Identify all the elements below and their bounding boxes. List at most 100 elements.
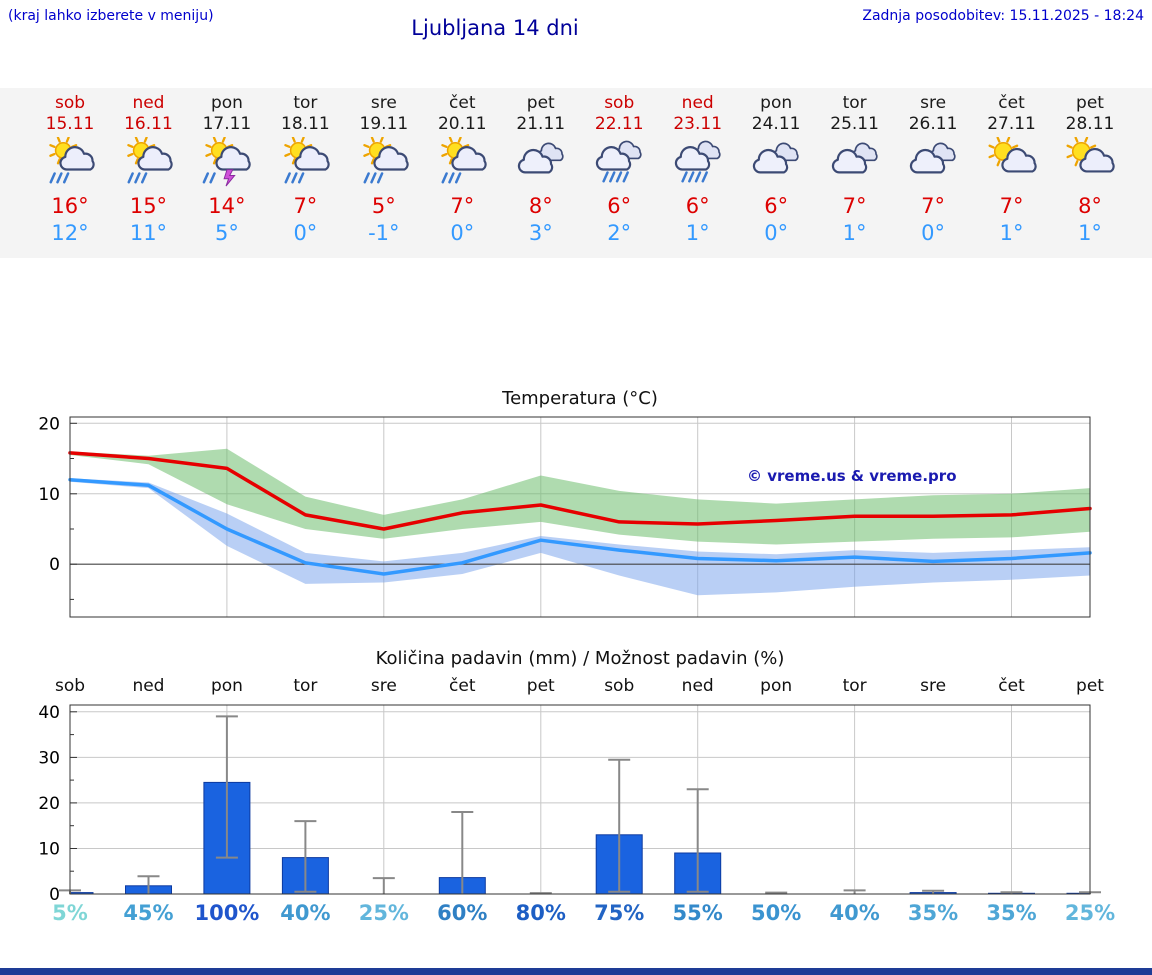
day-name: pet — [1076, 93, 1104, 113]
svg-text:0: 0 — [49, 555, 60, 575]
max-temp: 7° — [842, 194, 867, 218]
max-temp: 6° — [685, 194, 710, 218]
day-date: 26.11 — [908, 114, 958, 134]
svg-text:20: 20 — [38, 414, 60, 434]
day-date: 18.11 — [281, 114, 330, 134]
max-temp: 6° — [764, 194, 789, 218]
min-temp: 3° — [528, 221, 553, 245]
day-cell[interactable]: sob 15.11 16° 12° — [26, 93, 114, 246]
day-cell[interactable]: sre 19.11 5° -1° — [340, 93, 428, 246]
max-temp: 7° — [450, 194, 475, 218]
precip-probability: 40% — [280, 901, 331, 925]
page-title: Ljubljana 14 dni — [411, 16, 579, 40]
day-cell[interactable]: čet 20.11 7° 0° — [418, 93, 506, 246]
precip-day-label: čet — [998, 676, 1025, 696]
min-temp: 0° — [921, 221, 945, 245]
min-temp: 1° — [999, 221, 1024, 245]
precip-probability: 35% — [986, 901, 1037, 925]
forecast-day-strip: sob 15.11 16° 12° ned 16.11 15° 11° pon 17.11 14° 5… — [0, 88, 1152, 258]
day-cell[interactable]: sre 26.11 7° 0° — [889, 93, 977, 246]
precip-day-label: sob — [54, 676, 86, 696]
day-cell[interactable]: pet 28.11 8° 1° — [1046, 93, 1134, 246]
precip-day-label: sre — [370, 676, 397, 696]
svg-text:0: 0 — [49, 885, 60, 905]
day-name: ned — [681, 93, 714, 113]
min-temp: 0° — [764, 221, 789, 245]
day-name: čet — [449, 93, 476, 113]
day-date: 24.11 — [751, 114, 801, 134]
rain-icon — [654, 137, 742, 191]
day-cell[interactable]: sob 22.11 6° 2° — [575, 93, 663, 246]
max-temp: 16° — [51, 194, 89, 218]
precip-day-label: sob — [604, 676, 635, 696]
sun-rain-icon — [104, 137, 192, 191]
precip-probability: 50% — [751, 901, 802, 925]
day-name: pet — [526, 93, 555, 113]
day-date: 17.11 — [202, 114, 252, 134]
day-date: 27.11 — [987, 114, 1036, 134]
watermark: © vreme.us & vreme.pro — [747, 467, 957, 485]
day-name: sob — [54, 93, 86, 113]
svg-text:40: 40 — [38, 703, 60, 723]
day-cell[interactable]: ned 23.11 6° 1° — [654, 93, 742, 246]
sun-cloud-icon — [968, 137, 1056, 191]
max-temp: 15° — [129, 194, 168, 218]
precipitation-chart-title: Količina padavin (mm) / Možnost padavin … — [375, 648, 785, 669]
svg-text:30: 30 — [38, 748, 60, 768]
svg-text:10: 10 — [38, 485, 60, 505]
precip-day-label: tor — [293, 676, 318, 696]
precip-day-label: pon — [210, 676, 243, 696]
footer-bar — [0, 968, 1152, 975]
temperature-chart: 0 10 20 © vreme.us & vreme.pro — [38, 414, 1092, 618]
day-cell[interactable]: pet 21.11 8° 3° — [497, 93, 585, 246]
precip-probability: 55% — [672, 901, 723, 925]
precip-day-label: pet — [526, 676, 555, 696]
day-name: tor — [842, 93, 867, 113]
precip-probability: 45% — [123, 901, 174, 925]
min-temp: 2° — [607, 221, 632, 245]
min-temp: 0° — [293, 221, 318, 245]
max-temp: 6° — [607, 194, 632, 218]
day-date: 22.11 — [594, 114, 644, 134]
day-cell[interactable]: tor 18.11 7° 0° — [261, 93, 349, 246]
cloudy-icon — [497, 137, 585, 191]
precip-probability: 75% — [594, 901, 645, 925]
day-cell[interactable]: tor 25.11 7° 1° — [811, 93, 899, 246]
precip-probability: 5% — [52, 901, 88, 925]
sun-rain-icon — [418, 137, 506, 191]
day-date: 15.11 — [45, 114, 95, 134]
precip-probability: 40% — [829, 901, 880, 925]
sun-cloud-icon — [1046, 137, 1134, 191]
menu-hint: (kraj lahko izberete v meniju) — [8, 8, 214, 24]
max-temp: 14° — [208, 194, 246, 218]
max-temp: 8° — [528, 194, 553, 218]
precip-probability: 25% — [358, 901, 409, 925]
precip-probability: 60% — [437, 901, 488, 925]
day-cell[interactable]: pon 24.11 6° 0° — [732, 93, 820, 246]
day-cell[interactable]: čet 27.11 7° 1° — [968, 93, 1056, 246]
last-update: Zadnja posodobitev: 15.11.2025 - 18:24 — [862, 8, 1144, 24]
day-name: sre — [920, 93, 947, 113]
day-name: pon — [210, 93, 243, 113]
cloudy-icon — [889, 137, 977, 191]
precip-day-label: pet — [1076, 676, 1104, 696]
day-cell[interactable]: ned 16.11 15° 11° — [104, 93, 192, 246]
sun-rain-icon — [26, 137, 114, 191]
day-date: 19.11 — [359, 114, 409, 134]
max-temp: 8° — [1078, 194, 1102, 218]
day-cell[interactable]: pon 17.11 14° 5° — [183, 93, 271, 246]
precipitation-chart: 0 10 20 30 40 — [38, 703, 1101, 905]
min-temp: 1° — [842, 221, 867, 245]
day-date: 16.11 — [124, 114, 173, 134]
min-temp: 1° — [1078, 221, 1102, 245]
day-name: pon — [760, 93, 793, 113]
cloudy-icon — [811, 137, 899, 191]
svg-text:20: 20 — [38, 794, 60, 814]
day-date: 20.11 — [437, 114, 487, 134]
temperature-chart-title: Temperatura (°C) — [502, 388, 658, 409]
sun-rain-icon — [261, 137, 349, 191]
day-date: 21.11 — [516, 114, 566, 134]
day-name: sob — [604, 93, 635, 113]
precip-probability: 100% — [194, 901, 260, 925]
